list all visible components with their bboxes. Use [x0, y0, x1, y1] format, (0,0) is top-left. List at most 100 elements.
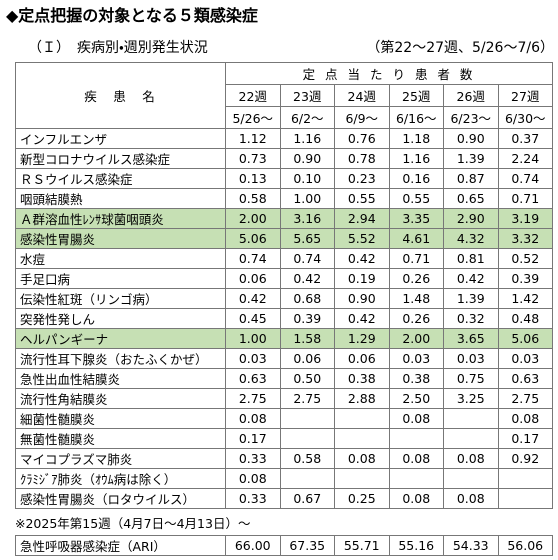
rate: 0.42 [334, 248, 390, 269]
rate: 2.75 [497, 388, 553, 409]
rate: 0.42 [334, 308, 390, 329]
rate: 0.26 [388, 268, 444, 289]
rate: 0.92 [497, 448, 553, 469]
disease-name: 急性出血性結膜炎 [15, 368, 226, 389]
disease-name: 感染性胃腸炎（ロタウイルス） [15, 488, 226, 509]
rate: 2.94 [334, 208, 390, 229]
rate [279, 408, 335, 429]
ari-name: 急性呼吸器感染症（ARI） [15, 535, 226, 556]
rate: 0.17 [497, 428, 553, 449]
rate: 0.08 [388, 448, 444, 469]
rate: 0.08 [334, 448, 390, 469]
date: 6/30～ [497, 106, 553, 129]
disease-name: 細菌性髄膜炎 [15, 408, 226, 429]
disease-row: マイコプラズマ肺炎 0.33 0.58 0.08 0.08 0.08 0.92 [15, 448, 553, 469]
disease-row: 手足口病 0.06 0.42 0.19 0.26 0.42 0.39 [15, 268, 553, 289]
rate: 1.00 [225, 328, 281, 349]
disease-row: 水痘 0.74 0.74 0.42 0.71 0.81 0.52 [15, 248, 553, 269]
date: 6/23～ [443, 106, 499, 129]
rate [497, 468, 553, 489]
disease-name: 咽頭結膜熱 [15, 188, 226, 209]
rate: 5.06 [497, 328, 553, 349]
ari-rate: 66.00 [225, 535, 281, 556]
rate: 0.16 [388, 168, 444, 189]
rate: 0.08 [388, 488, 444, 509]
rate: 0.63 [497, 368, 553, 389]
week: 25週 [388, 84, 444, 107]
ari-rate: 55.16 [388, 535, 444, 556]
rate: 0.10 [279, 168, 335, 189]
disease-row: 新型コロナウイルス感染症 0.73 0.90 0.78 1.16 1.39 2.24 [15, 148, 553, 169]
rate: 2.24 [497, 148, 553, 169]
rate: 0.81 [443, 248, 499, 269]
disease-name: 突発性発しん [15, 308, 226, 329]
week: 22週 [225, 84, 281, 107]
rate: 0.39 [279, 308, 335, 329]
disease-row: ｸﾗﾐｼﾞｱ肺炎（ｵｳﾑ病は除く） 0.08 [15, 468, 553, 489]
rate: 0.03 [388, 348, 444, 369]
rate: 5.52 [334, 228, 390, 249]
rate: 1.16 [279, 128, 335, 149]
rate: 0.73 [225, 148, 281, 169]
rate: 0.48 [497, 308, 553, 329]
disease-row: 咽頭結膜熱 0.58 1.00 0.55 0.55 0.65 0.71 [15, 188, 553, 209]
rate: 4.61 [388, 228, 444, 249]
rate: 0.78 [334, 148, 390, 169]
rate: 0.26 [388, 308, 444, 329]
rate: 5.65 [279, 228, 335, 249]
date-row: 5/26～ 6/2～ 6/9～ 6/16～ 6/23～ 6/30～ [16, 106, 553, 129]
disease-name: 流行性角結膜炎 [15, 388, 226, 409]
disease-name: ｸﾗﾐｼﾞｱ肺炎（ｵｳﾑ病は除く） [15, 468, 226, 489]
rate: 1.00 [279, 188, 335, 209]
rate: 2.50 [388, 388, 444, 409]
disease-table: 疾 患 名定 点 当 た り 患 者 数 22週 23週 24週 25週 26週 27週 5/… [15, 62, 553, 509]
name-header: 疾 患 名 [15, 62, 226, 129]
rate: 0.71 [497, 188, 553, 209]
rate: 0.06 [225, 268, 281, 289]
rate: 0.32 [443, 308, 499, 329]
rate: 0.08 [497, 408, 553, 429]
subtitle: （Ｉ） 疾病別・週別発生状況 [28, 40, 208, 56]
rate: 1.29 [334, 328, 390, 349]
rate: 0.74 [225, 248, 281, 269]
rate: 0.06 [334, 348, 390, 369]
rate: 0.06 [279, 348, 335, 369]
disease-row: 感染性胃腸炎（ロタウイルス） 0.33 0.67 0.25 0.08 0.08 [15, 488, 553, 509]
disease-name: マイコプラズマ肺炎 [15, 448, 226, 469]
rate: 1.18 [388, 128, 444, 149]
rate: 0.38 [388, 368, 444, 389]
rate: 0.90 [443, 128, 499, 149]
rate: 2.90 [443, 208, 499, 229]
rate: 0.65 [443, 188, 499, 209]
week: 23週 [279, 84, 335, 107]
disease-row: ヘルパンギーナ 1.00 1.58 1.29 2.00 3.65 5.06 [15, 328, 553, 349]
period: （第22～27週、5/26～7/6） [366, 40, 554, 56]
rate: 0.42 [225, 288, 281, 309]
rate: 0.68 [279, 288, 335, 309]
rate: 3.16 [279, 208, 335, 229]
rate: 0.08 [225, 468, 281, 489]
rate: 0.45 [225, 308, 281, 329]
ari-rate: 56.06 [497, 535, 553, 556]
rate: 1.12 [225, 128, 281, 149]
disease-name: 感染性胃腸炎 [15, 228, 226, 249]
rate: 1.42 [497, 288, 553, 309]
rate: 0.55 [334, 188, 390, 209]
rate: 2.75 [225, 388, 281, 409]
disease-row: インフルエンザ 1.12 1.16 0.76 1.18 0.90 0.37 [15, 128, 553, 149]
rate: 0.03 [225, 348, 281, 369]
rate: 0.52 [497, 248, 553, 269]
group-header: 定 点 当 た り 患 者 数 [225, 62, 553, 85]
rate [279, 468, 335, 489]
rate: 5.06 [225, 228, 281, 249]
ari-row: 急性呼吸器感染症（ARI） 66.00 67.35 55.71 55.16 54.33 56… [15, 535, 553, 556]
week: 24週 [334, 84, 390, 107]
disease-name: Ａ群溶血性ﾚﾝｻ球菌咽頭炎 [15, 208, 226, 229]
rate: 0.17 [225, 428, 281, 449]
rate: 3.35 [388, 208, 444, 229]
ari-rate: 55.71 [334, 535, 390, 556]
week-row: 22週 23週 24週 25週 26週 27週 [16, 84, 553, 107]
rate: 3.25 [443, 388, 499, 409]
rate: 0.90 [334, 288, 390, 309]
disease-name: 流行性耳下腺炎（おたふくかぜ） [15, 348, 226, 369]
